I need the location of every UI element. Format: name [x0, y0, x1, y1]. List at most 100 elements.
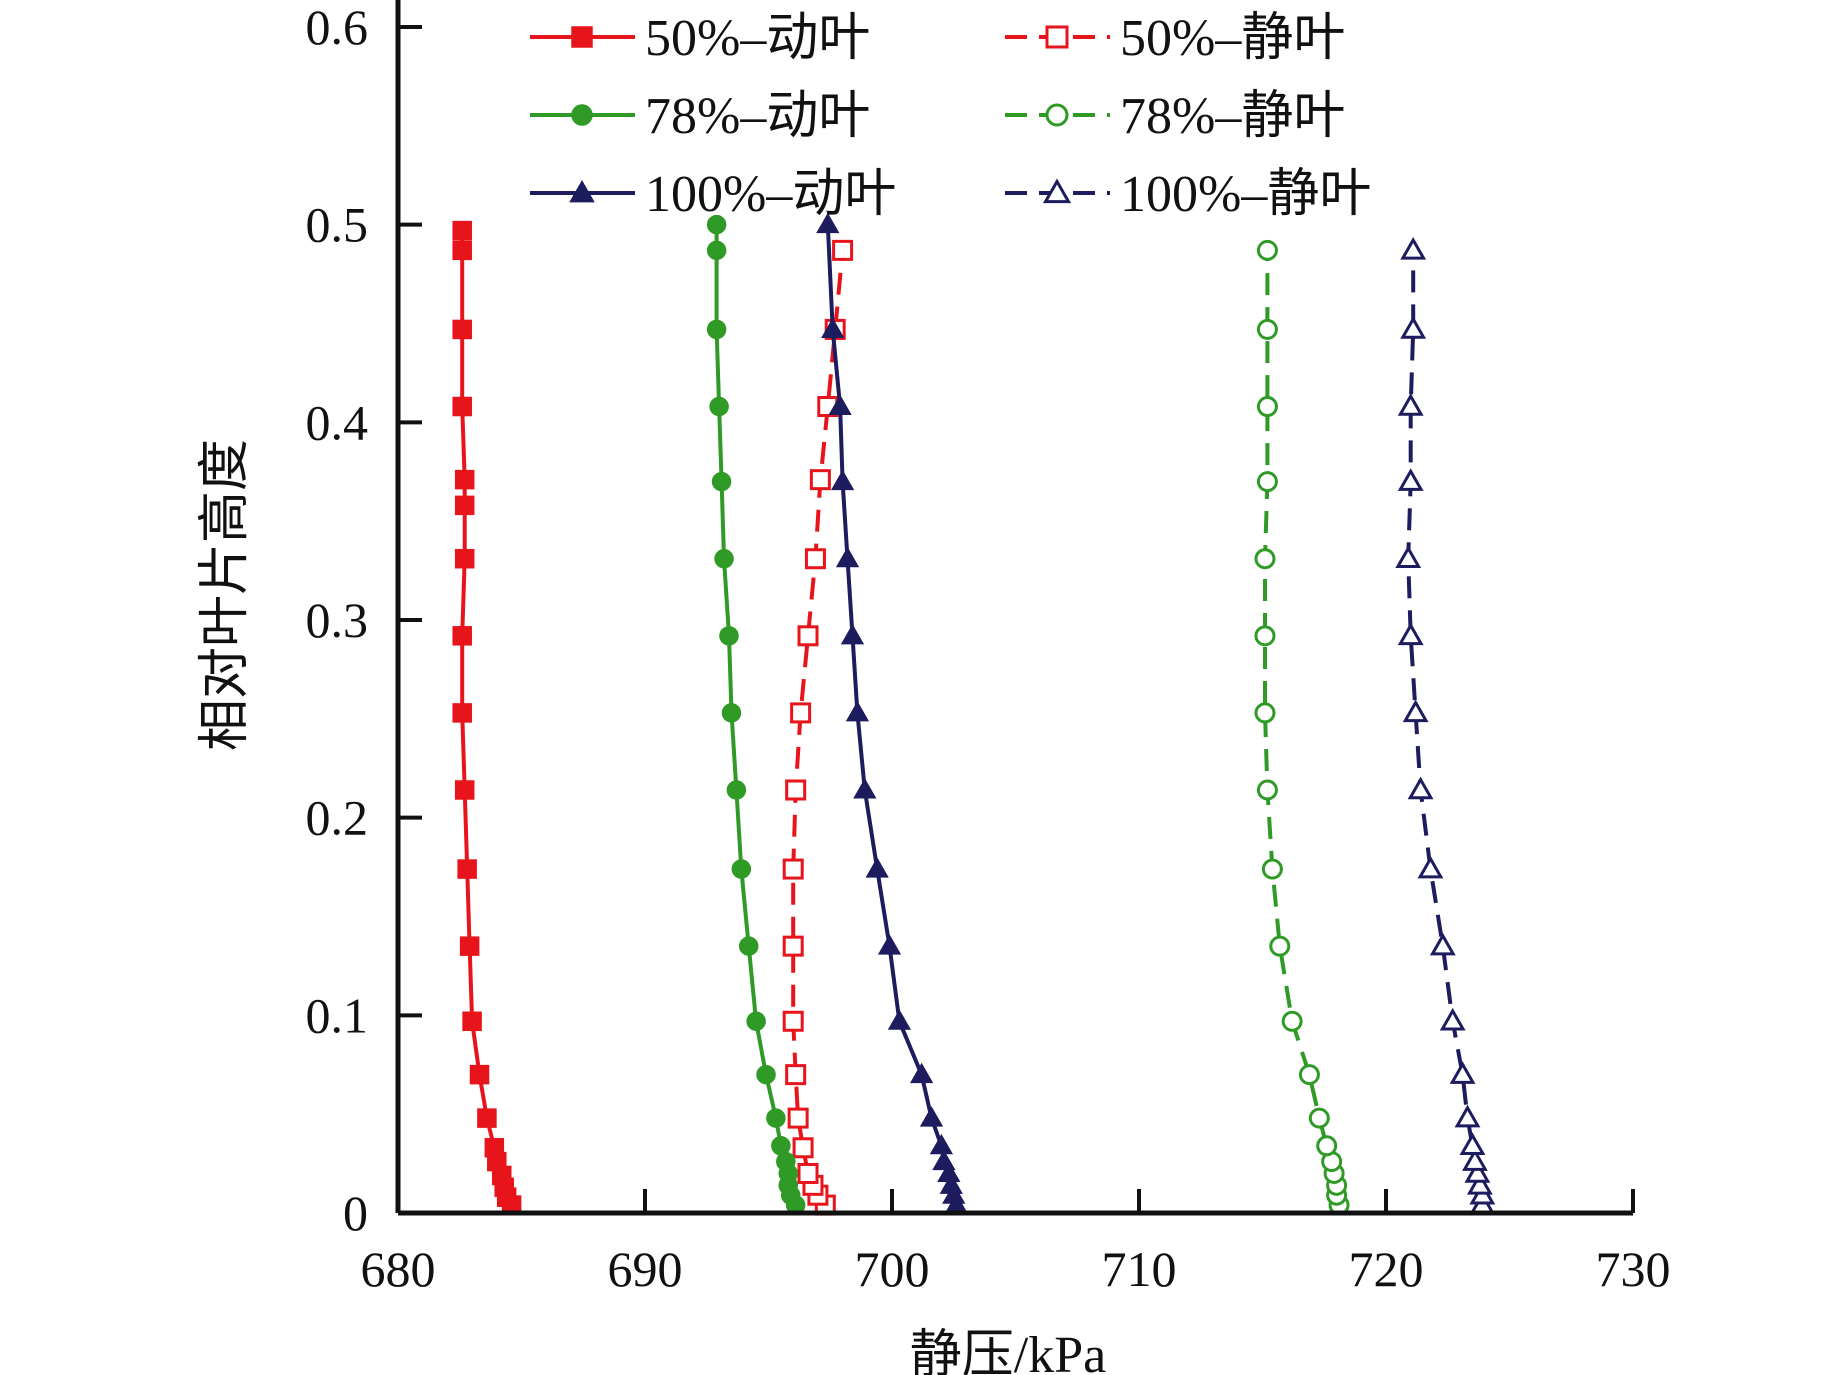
data-point — [830, 469, 855, 491]
data-point — [1254, 625, 1276, 647]
data-point — [771, 1136, 791, 1156]
data-point — [782, 1010, 804, 1032]
data-point — [782, 935, 804, 957]
data-point — [887, 1009, 912, 1030]
data-point — [1256, 396, 1278, 418]
series-line — [1263, 250, 1342, 1206]
data-point — [452, 626, 472, 646]
data-point — [1400, 236, 1427, 260]
data-point — [452, 396, 472, 417]
legend-item: 78%–静叶 — [1005, 88, 1345, 145]
y-axis-title: 相对叶片高度 — [197, 439, 254, 751]
data-point — [853, 778, 877, 799]
data-point — [816, 212, 840, 234]
data-point — [452, 240, 472, 261]
data-point — [785, 779, 807, 801]
data-point — [1461, 1148, 1488, 1171]
data-point — [809, 469, 831, 491]
data-point — [932, 1149, 956, 1171]
data-point — [929, 1133, 954, 1155]
data-point — [939, 1173, 963, 1194]
y-tick-label: 0.1 — [306, 987, 369, 1043]
legend: 50%–动叶 50%–静叶 78%–动叶 78%–静叶 100%–动叶 100%–静叶 — [530, 10, 1371, 223]
data-point — [454, 548, 475, 569]
data-point — [1417, 855, 1444, 879]
data-point — [452, 220, 472, 241]
data-point — [706, 319, 727, 340]
data-point — [1466, 1171, 1493, 1195]
legend-item: 50%–动叶 — [530, 10, 870, 67]
data-point — [845, 701, 870, 722]
y-tick-label: 0.6 — [306, 0, 369, 55]
series-4 — [816, 212, 968, 1214]
data-point — [738, 936, 759, 956]
data-point — [1397, 468, 1424, 491]
data-point — [790, 702, 812, 724]
data-point — [797, 1162, 819, 1184]
y-tick-label: 0.3 — [306, 592, 369, 648]
data-point — [1256, 471, 1278, 493]
legend-marker — [571, 104, 593, 126]
data-point — [709, 396, 729, 417]
data-point — [454, 780, 475, 800]
data-point — [1316, 1135, 1338, 1157]
series-0 — [452, 220, 522, 1215]
axes-layer — [395, 0, 1633, 1216]
legend-item: 78%–动叶 — [530, 88, 870, 145]
data-point — [840, 623, 865, 645]
data-point — [1308, 1107, 1330, 1129]
data-point — [1397, 393, 1424, 416]
data-point — [821, 317, 845, 338]
data-point — [1454, 1104, 1481, 1128]
data-point — [1298, 1064, 1320, 1086]
data-point — [1254, 548, 1276, 570]
legend-marker — [571, 26, 593, 48]
legend-marker — [1045, 103, 1069, 127]
data-point — [452, 319, 472, 340]
legend-marker — [569, 179, 595, 203]
legend-item: 100%–动叶 — [530, 166, 896, 223]
legend-marker — [1042, 178, 1072, 204]
x-tick-label: 710 — [1102, 1241, 1177, 1297]
series-line — [825, 224, 959, 1206]
data-point — [462, 1011, 482, 1032]
data-point — [459, 936, 480, 956]
legend-label: 50%–静叶 — [1120, 10, 1345, 67]
data-point — [909, 1062, 934, 1084]
legend-item: 100%–静叶 — [1005, 166, 1371, 223]
data-point — [1254, 702, 1276, 724]
data-point — [828, 394, 852, 416]
data-point — [1256, 239, 1278, 261]
legend-label: 78%–动叶 — [645, 88, 870, 145]
ticks-layer: 680 690 700 710 720 730 0 0.1 0.2 0.3 0.4 0.5 0.6 — [306, 0, 1671, 1297]
series-1 — [782, 239, 854, 1216]
data-point — [1439, 1007, 1466, 1031]
data-point — [785, 1064, 807, 1086]
x-tick-label: 730 — [1596, 1241, 1671, 1297]
data-point — [477, 1108, 497, 1128]
y-tick-label: 0.2 — [306, 790, 369, 846]
data-point — [835, 546, 860, 568]
data-point — [726, 780, 747, 800]
data-point — [1407, 776, 1434, 800]
y-tick-label: 0.4 — [306, 394, 369, 450]
legend-label: 100%–动叶 — [645, 166, 896, 223]
legend-label: 50%–动叶 — [645, 10, 870, 67]
data-point — [877, 934, 902, 955]
data-point — [706, 240, 727, 261]
data-point — [756, 1064, 776, 1085]
data-point — [714, 548, 734, 569]
x-axis-title: 静压/kPa — [910, 1327, 1106, 1375]
data-point — [1269, 935, 1291, 957]
data-point — [1256, 318, 1278, 340]
data-point — [721, 703, 742, 723]
data-point — [711, 471, 732, 492]
data-point — [452, 703, 472, 723]
data-point — [1459, 1132, 1486, 1156]
data-point — [484, 1138, 505, 1158]
data-point — [797, 625, 819, 647]
data-point — [1261, 858, 1283, 880]
series-layer — [452, 212, 1496, 1216]
data-point — [832, 239, 854, 261]
